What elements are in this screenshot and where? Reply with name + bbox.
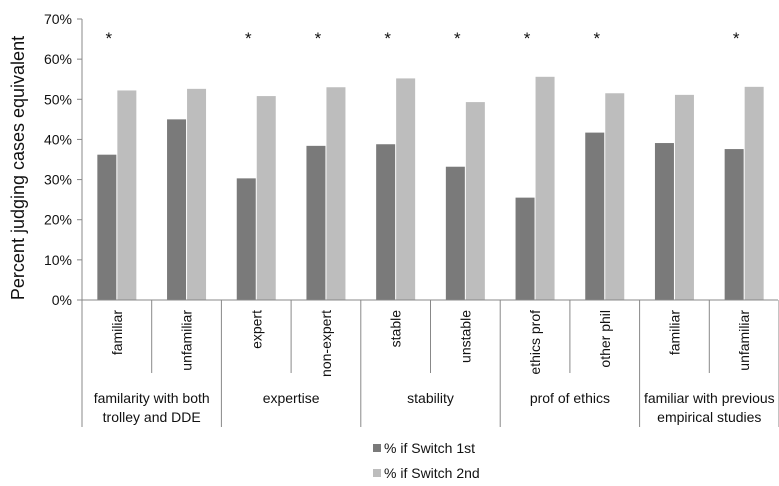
category-label: ethics prof: [527, 310, 543, 375]
bar-switch-2nd: [187, 88, 207, 300]
bar-switch-1st: [236, 178, 256, 300]
legend-swatch: [373, 444, 381, 452]
bar-switch-2nd: [256, 96, 276, 301]
category-label: expert: [248, 310, 264, 349]
y-axis-label: Percent judging cases equivalent: [8, 36, 28, 300]
bar-switch-2nd: [744, 86, 764, 300]
bar-switch-1st: [306, 145, 326, 300]
significance-star: *: [733, 29, 740, 48]
bar-switch-2nd: [535, 76, 555, 300]
category-label: unfamiliar: [736, 310, 752, 371]
significance-star: *: [245, 29, 252, 48]
legend: % if Switch 1st % if Switch 2nd: [373, 440, 480, 481]
bar-switch-1st: [376, 144, 396, 300]
category-label: unstable: [457, 310, 473, 363]
y-tick-label: 20%: [44, 212, 72, 228]
significance-star: *: [454, 29, 461, 48]
y-tick-label: 0%: [52, 292, 72, 308]
group-label: trolley and DDE: [103, 409, 201, 425]
significance-markers: * * * * * * * *: [106, 29, 740, 48]
bar-switch-1st: [445, 166, 465, 300]
group-label: empirical studies: [657, 409, 761, 425]
y-tick-label: 70%: [44, 11, 72, 27]
group-label: prof of ethics: [530, 390, 610, 406]
significance-star: *: [315, 29, 322, 48]
bar-switch-1st: [167, 119, 187, 300]
group-label: familarity with both: [94, 390, 210, 406]
significance-star: *: [593, 29, 600, 48]
group-label: stability: [407, 390, 454, 406]
category-label: familiar: [109, 310, 125, 355]
legend-label: % if Switch 2nd: [384, 465, 480, 481]
bar-switch-1st: [585, 132, 605, 300]
bar-switch-1st: [515, 197, 535, 300]
significance-star: *: [524, 29, 531, 48]
group-label: expertise: [263, 390, 320, 406]
significance-star: *: [384, 29, 391, 48]
y-tick-label: 40%: [44, 131, 72, 147]
bar-switch-2nd: [326, 87, 346, 300]
bar-switch-2nd: [465, 102, 485, 301]
bar-switch-1st: [97, 154, 117, 300]
legend-label: % if Switch 1st: [384, 440, 475, 456]
bar-switch-2nd: [674, 94, 694, 301]
y-tick-label: 50%: [44, 91, 72, 107]
y-tick-label: 10%: [44, 252, 72, 268]
bar-switch-2nd: [117, 90, 137, 300]
significance-star: *: [106, 29, 113, 48]
bars: [97, 76, 764, 301]
bar-switch-1st: [654, 143, 674, 300]
category-label: non-expert: [318, 310, 334, 377]
category-label: unfamiliar: [179, 310, 195, 371]
y-axis: 0% 10% 20% 30% 40% 50% 60% 70%: [44, 11, 83, 308]
category-label: familiar: [666, 310, 682, 355]
x-axis: familiar unfamiliar expert non-expert stable…: [81, 299, 779, 427]
bar-switch-2nd: [605, 93, 625, 300]
bar-switch-2nd: [396, 78, 416, 300]
y-tick-label: 60%: [44, 51, 72, 67]
legend-swatch: [373, 469, 381, 477]
group-label: familiar with previous: [644, 390, 775, 406]
category-label: other phil: [597, 310, 613, 368]
y-tick-label: 30%: [44, 172, 72, 188]
bar-switch-1st: [724, 149, 744, 300]
category-label: stable: [388, 310, 404, 348]
